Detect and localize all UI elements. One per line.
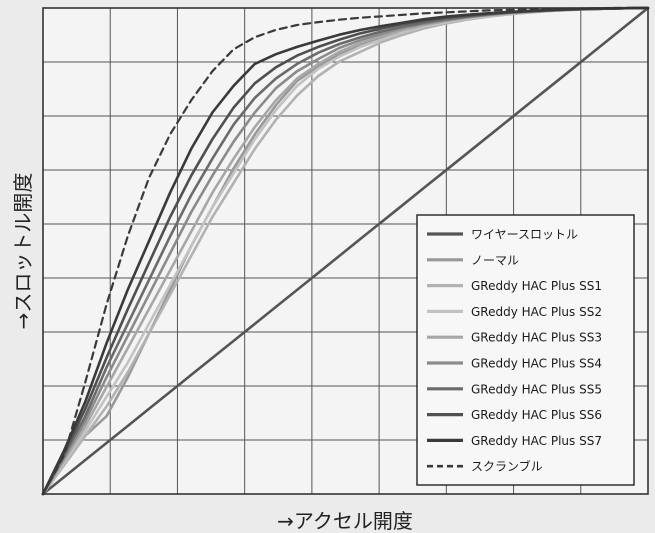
- series-line-10: [41, 6, 650, 496]
- series-lines: [41, 6, 650, 496]
- legend-label: スクランブル: [471, 459, 543, 474]
- legend-label: GReddy HAC Plus SS4: [471, 357, 602, 371]
- legend-label: GReddy HAC Plus SS7: [471, 434, 602, 448]
- x-axis-label: →アクセル開度: [277, 509, 413, 533]
- legend-label: GReddy HAC Plus SS3: [471, 331, 602, 345]
- legend-label: GReddy HAC Plus SS1: [471, 279, 602, 293]
- y-axis-label: →スロットル開度: [11, 173, 35, 330]
- legend-label: ノーマル: [471, 253, 519, 267]
- legend-label: GReddy HAC Plus SS5: [471, 382, 602, 396]
- plot-border: [42, 7, 649, 495]
- legend-label: GReddy HAC Plus SS6: [471, 408, 602, 422]
- series-line-1: [41, 6, 650, 496]
- legend-label: GReddy HAC Plus SS2: [471, 305, 602, 319]
- legend-label: ワイヤースロットル: [471, 228, 578, 242]
